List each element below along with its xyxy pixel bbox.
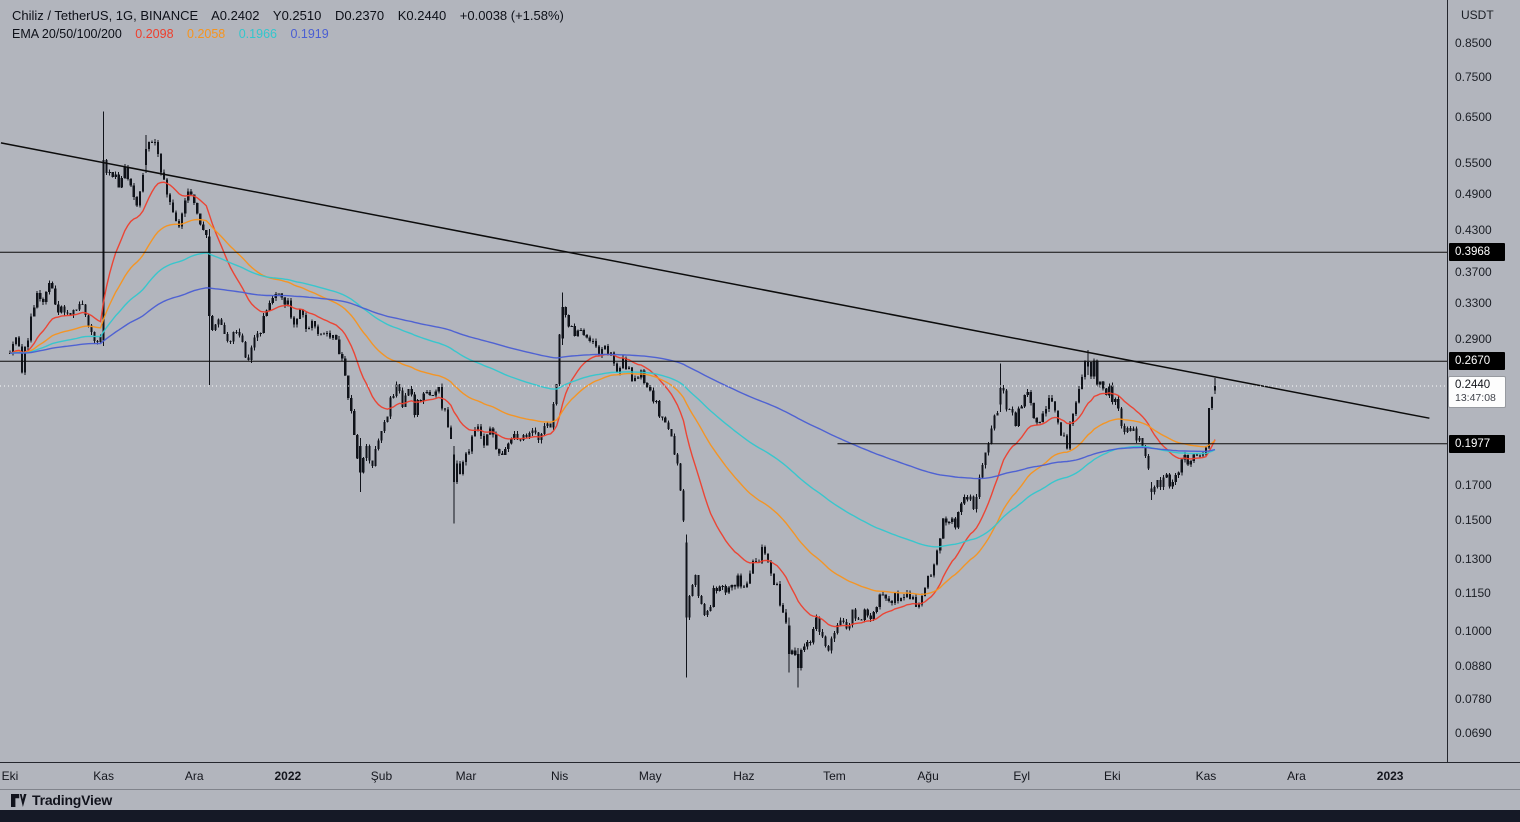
footer-bar: TradingView — [0, 789, 1520, 811]
price-tick: 0.2900 — [1455, 331, 1492, 346]
ema100-value: 0.1966 — [238, 27, 277, 41]
symbol-title[interactable]: Chiliz / TetherUS, 1G, BINANCE — [12, 8, 199, 23]
time-axis-label: Tem — [823, 769, 846, 783]
price-tick: 0.1700 — [1455, 478, 1492, 493]
high-label: Y — [272, 8, 282, 23]
time-axis-label: Kas — [1195, 769, 1217, 783]
time-axis-label: 2022 — [274, 769, 302, 783]
price-tick: 0.3300 — [1455, 295, 1492, 310]
price-tick: 0.0880 — [1455, 659, 1492, 674]
ema50-value: 0.2058 — [187, 27, 226, 41]
price-tick: 0.0780 — [1455, 692, 1492, 707]
price-level-badge: 0.2670 — [1449, 352, 1505, 371]
low-value: D0.2370 — [335, 8, 384, 23]
candlestick-chart[interactable] — [0, 0, 1447, 762]
price-tick: 0.1150 — [1455, 585, 1491, 600]
time-axis-label: Ara — [1287, 769, 1306, 783]
low-label: D — [334, 8, 345, 23]
time-axis-label: 2023 — [1376, 769, 1404, 783]
ema-indicator-label[interactable]: EMA 20/50/100/200 — [12, 27, 122, 41]
time-axis-label: Nis — [550, 769, 569, 783]
price-level-badge: 0.3968 — [1449, 243, 1505, 262]
low-number: 0.2370 — [344, 8, 385, 23]
ema20-value: 0.2098 — [135, 27, 174, 41]
price-tick: 0.7500 — [1455, 70, 1492, 85]
close-number: 0.2440 — [406, 8, 447, 23]
price-tick: 0.0690 — [1455, 726, 1492, 741]
ema-row: EMA 20/50/100/200 0.2098 0.2058 0.1966 0… — [12, 25, 574, 44]
candle-countdown: 13:47:08 — [1455, 391, 1496, 404]
open-value: A0.2402 — [211, 8, 259, 23]
time-axis[interactable]: Eki Kas Ara 2022 Şub Mar Nis May Haz Tem Ağu Eyl Eki… — [0, 762, 1520, 790]
time-axis-label: May — [638, 769, 662, 783]
price-tick: 0.1500 — [1455, 512, 1492, 527]
price-tick: 0.4300 — [1455, 223, 1492, 238]
close-value: K0.2440 — [398, 8, 446, 23]
price-level-badge: 0.1977 — [1449, 434, 1505, 453]
time-axis-label: Ara — [184, 769, 204, 783]
price-tick: 0.1300 — [1455, 551, 1492, 566]
time-axis-label: Ağu — [917, 769, 939, 783]
price-tick: 0.6500 — [1455, 109, 1492, 124]
time-axis-label: Eki — [1, 769, 19, 783]
price-tick: 0.8500 — [1455, 36, 1492, 50]
current-price-value: 0.2440 — [1455, 378, 1491, 391]
symbol-row: Chiliz / TetherUS, 1G, BINANCE A0.2402 Y… — [12, 6, 574, 25]
high-number: 0.2510 — [281, 8, 322, 23]
time-axis-label: Şub — [370, 769, 393, 783]
tradingview-logo[interactable]: TradingView — [10, 792, 112, 808]
tradingview-wordmark: TradingView — [32, 792, 113, 808]
price-tick: 0.1000 — [1455, 624, 1492, 639]
time-axis-label: Mar — [455, 769, 477, 783]
chart-pane[interactable]: Chiliz / TetherUS, 1G, BINANCE A0.2402 Y… — [0, 0, 1447, 762]
open-number: 0.2402 — [219, 8, 260, 23]
time-axis-label: Haz — [733, 769, 755, 783]
price-axis[interactable]: USDT 0.2440 13:47:08 0.8500 0.7500 0.6500 0… — [1447, 0, 1520, 762]
current-price-badge: 0.2440 13:47:08 — [1449, 376, 1505, 407]
high-value: Y0.2510 — [273, 8, 321, 23]
price-tick: 0.5500 — [1455, 155, 1492, 170]
open-label: A — [211, 8, 220, 23]
ema200-value: 0.1919 — [290, 27, 329, 41]
time-axis-label: Eki — [1103, 769, 1121, 783]
bottom-bar — [0, 810, 1520, 822]
change-value: +0.0038 (+1.58%) — [459, 8, 564, 23]
time-axis-label: Eyl — [1013, 769, 1031, 783]
price-tick: 0.4900 — [1455, 187, 1492, 202]
price-axis-currency: USDT — [1461, 8, 1494, 22]
close-label: K — [397, 8, 407, 23]
tradingview-logo-icon — [11, 793, 27, 807]
time-axis-label: Kas — [93, 769, 114, 783]
chart-legend: Chiliz / TetherUS, 1G, BINANCE A0.2402 Y… — [12, 6, 574, 44]
price-tick: 0.3700 — [1455, 264, 1492, 279]
